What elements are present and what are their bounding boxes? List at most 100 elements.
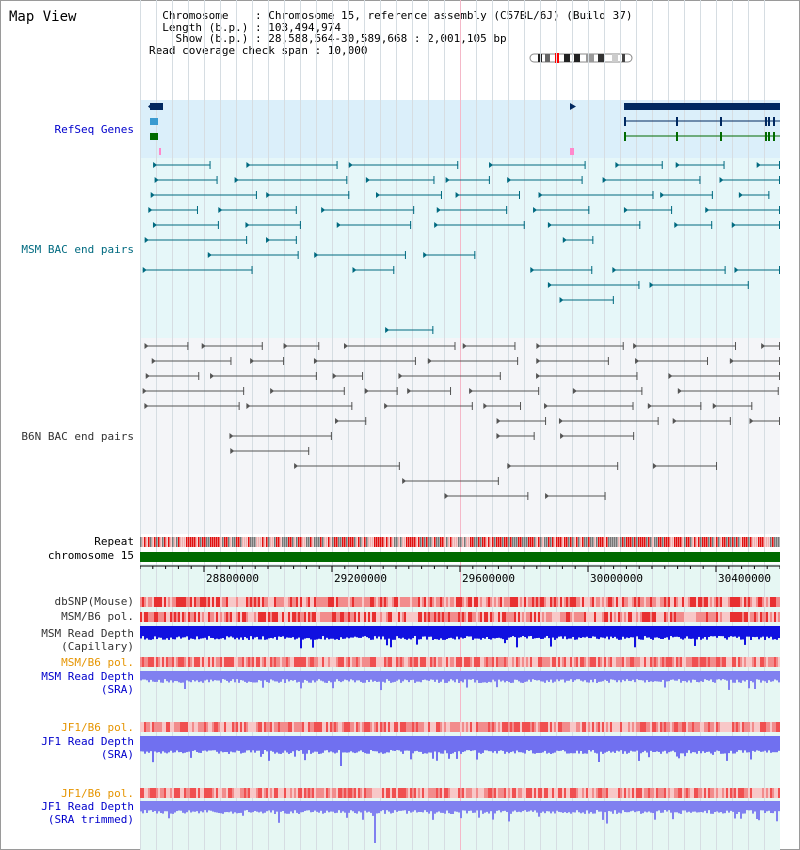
b6n-bac-end-marker [364,388,369,394]
repeat-segment [748,537,750,547]
read-depth-bar [444,671,446,683]
polymorphism-segment [266,722,268,732]
polymorphism-segment [148,597,150,607]
b6n-bac-end-marker [283,343,288,349]
repeat-segment [618,537,620,547]
polymorphism-segment [444,657,446,667]
polymorphism-segment [218,657,220,667]
polymorphism-segment [500,722,502,732]
read-depth-bar [696,801,698,813]
read-depth-bar [376,736,378,752]
tracks-canvas[interactable] [140,0,780,850]
read-depth-bar [490,801,492,812]
read-depth-bar [404,801,406,811]
read-depth-bar [578,801,580,813]
polymorphism-segment [492,597,494,607]
polymorphism-segment [528,722,530,732]
polymorphism-segment [752,788,754,798]
repeat-segment [458,537,460,547]
polymorphism-segment [514,597,516,607]
polymorphism-segment [482,722,484,732]
polymorphism-segment [748,657,750,667]
polymorphism-segment [230,597,232,607]
polymorphism-segment [370,612,372,622]
polymorphism-segment [646,788,648,798]
read-depth-bar [778,736,780,751]
polymorphism-segment [764,722,766,732]
polymorphism-segment [588,788,590,798]
polymorphism-segment [566,612,568,622]
read-depth-bar [270,671,272,680]
polymorphism-segment [618,722,620,732]
read-depth-bar [410,736,412,760]
read-depth-bar [578,671,580,680]
repeat-segment [308,537,310,547]
polymorphism-segment [676,657,678,667]
polymorphism-segment [470,597,472,607]
polymorphism-segment [622,788,624,798]
polymorphism-segment [248,657,250,667]
genome-track-area[interactable]: 28800000 29200000 29600000 30000000 3040… [140,0,780,850]
polymorphism-segment [328,657,330,667]
read-depth-bar [218,736,220,754]
polymorphism-segment [452,597,454,607]
repeat-segment [680,537,682,547]
polymorphism-segment [474,788,476,798]
read-depth-bar [592,801,594,814]
polymorphism-segment [372,788,374,798]
polymorphism-segment [278,612,280,622]
polymorphism-segment [492,722,494,732]
polymorphism-segment [268,788,270,798]
repeat-segment [302,537,304,547]
polymorphism-segment [680,722,682,732]
polymorphism-segment [196,788,198,798]
msm-bac-end-tick [588,206,590,214]
polymorphism-segment [574,657,576,667]
read-depth-bar [664,626,666,638]
read-depth-bar [746,801,748,811]
b6n-bac-end-marker [142,388,147,394]
repeat-segment [288,537,290,547]
polymorphism-segment [158,612,160,622]
polymorphism-segment [728,612,730,622]
repeat-segment [536,537,538,547]
read-depth-bar [526,626,528,639]
polymorphism-segment [284,722,286,732]
polymorphism-segment [224,597,226,607]
polymorphism-segment [196,722,198,732]
track-label-msm-read-depth-sra-sub: (SRA) [100,683,134,696]
read-depth-bar [680,736,682,754]
read-depth-bar [474,671,476,683]
polymorphism-segment [228,788,230,798]
read-depth-bar [430,671,432,680]
msm-bac-end-tick [457,161,459,169]
read-depth-bar [330,801,332,812]
repeat-segment [210,537,212,547]
read-depth-bar [170,801,172,814]
msm-bac-end-marker [336,222,341,228]
chromosome-ideogram[interactable] [528,52,636,64]
polymorphism-segment [312,788,314,798]
polymorphism-segment [294,722,296,732]
read-depth-bar [510,671,512,683]
polymorphism-segment [140,597,142,607]
polymorphism-segment [454,597,456,607]
polymorphism-segment [452,657,454,667]
polymorphism-segment [514,657,516,667]
polymorphism-segment [190,722,192,732]
repeat-segment [142,537,144,547]
polymorphism-segment [320,597,322,607]
polymorphism-segment [730,597,732,607]
polymorphism-segment [400,657,402,667]
polymorphism-segment [186,657,188,667]
read-depth-bar [182,626,184,638]
read-depth-bar [602,671,604,682]
polymorphism-segment [756,722,758,732]
read-depth-bar [640,626,642,640]
polymorphism-segment [300,722,302,732]
read-depth-bar [286,736,288,753]
read-depth-bar [476,736,478,760]
polymorphism-segment [586,722,588,732]
read-depth-bar [668,671,670,682]
read-depth-bar [408,736,410,751]
